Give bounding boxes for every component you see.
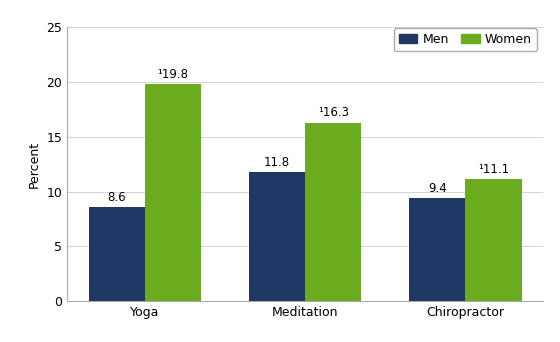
Bar: [305, 122, 361, 301]
Bar: [465, 180, 521, 301]
Bar: [89, 207, 145, 301]
Bar: [409, 198, 465, 301]
Text: ¹19.8: ¹19.8: [157, 68, 189, 81]
Y-axis label: Percent: Percent: [28, 141, 41, 188]
Bar: [145, 84, 201, 301]
Text: ¹11.1: ¹11.1: [478, 163, 509, 176]
Text: 9.4: 9.4: [428, 182, 447, 195]
Text: 11.8: 11.8: [264, 156, 290, 169]
Text: 8.6: 8.6: [108, 190, 126, 203]
Text: ¹16.3: ¹16.3: [318, 106, 349, 119]
Legend: Men, Women: Men, Women: [394, 28, 537, 51]
Bar: [249, 172, 305, 301]
